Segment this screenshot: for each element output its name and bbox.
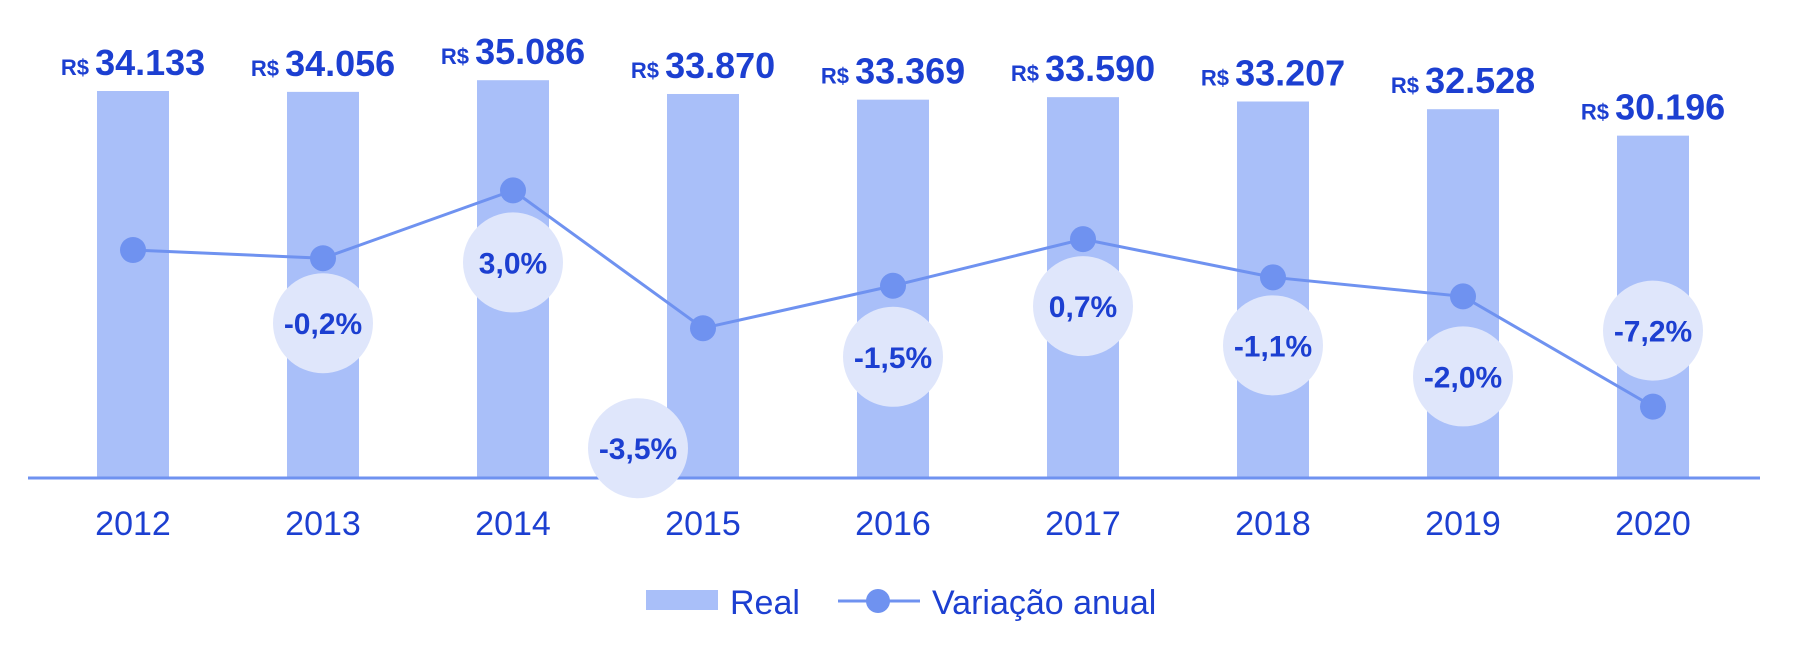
bar-value-label-2015: R$ 33.870 bbox=[631, 45, 775, 86]
variation-point-2014 bbox=[500, 177, 526, 204]
variation-label-2015: -3,5% bbox=[599, 433, 677, 466]
variation-bubble-2015 bbox=[588, 398, 688, 499]
variation-bubble-2013 bbox=[273, 273, 373, 374]
variation-label-2019: -2,0% bbox=[1424, 361, 1502, 394]
bar-value: 33.590 bbox=[1045, 48, 1155, 89]
legend-label-variacao: Variação anual bbox=[932, 584, 1156, 622]
currency-prefix: R$ bbox=[1011, 61, 1045, 86]
currency-prefix: R$ bbox=[1581, 100, 1615, 125]
line-layer bbox=[120, 177, 1666, 420]
legend-swatch-dot bbox=[866, 589, 890, 613]
variation-label-2016: -1,5% bbox=[854, 342, 932, 375]
bar-value-label-2020: R$ 30.196 bbox=[1581, 87, 1725, 128]
variation-label-2013: -0,2% bbox=[284, 308, 362, 341]
bar-value-label-2012: R$ 34.133 bbox=[61, 42, 205, 83]
x-tick-label-2017: 2017 bbox=[1045, 505, 1121, 543]
bar-value-label-2016: R$ 33.369 bbox=[821, 51, 965, 92]
variation-label-2020: -7,2% bbox=[1614, 316, 1692, 349]
bar-2015 bbox=[667, 93, 739, 478]
bar-value-label-2019: R$ 32.528 bbox=[1391, 60, 1535, 101]
bar-value: 33.207 bbox=[1235, 52, 1345, 93]
legend-label-real: Real bbox=[730, 584, 800, 622]
variation-bubble-2017 bbox=[1033, 256, 1133, 357]
currency-prefix: R$ bbox=[821, 64, 855, 89]
variation-point-2016 bbox=[880, 272, 906, 299]
variation-point-2013 bbox=[310, 245, 336, 272]
bar-value-label-2017: R$ 33.590 bbox=[1011, 48, 1155, 89]
currency-prefix: R$ bbox=[631, 58, 665, 83]
variation-bubble-2019 bbox=[1413, 326, 1513, 427]
currency-prefix: R$ bbox=[251, 56, 285, 81]
x-tick-label-2013: 2013 bbox=[285, 505, 361, 543]
variation-label-2018: -1,1% bbox=[1234, 330, 1312, 363]
bar-value: 33.369 bbox=[855, 51, 965, 92]
bar-value: 35.086 bbox=[475, 31, 585, 72]
variation-bubble-2020 bbox=[1603, 280, 1703, 381]
variation-point-2020 bbox=[1640, 393, 1666, 420]
x-tick-label-2015: 2015 bbox=[665, 505, 741, 543]
bar-value: 33.870 bbox=[665, 45, 775, 86]
variation-bubble-2018 bbox=[1223, 295, 1323, 396]
variation-point-2018 bbox=[1260, 264, 1286, 291]
variation-label-2017: 0,7% bbox=[1049, 291, 1117, 324]
bubbles-layer bbox=[273, 212, 1703, 499]
x-tick-label-2019: 2019 bbox=[1425, 505, 1501, 543]
bar-value: 34.056 bbox=[285, 43, 395, 84]
legend-swatch-real bbox=[646, 590, 718, 610]
bar-value: 32.528 bbox=[1425, 60, 1535, 101]
variation-point-2019 bbox=[1450, 283, 1476, 310]
variation-point-2012 bbox=[120, 237, 146, 263]
x-tick-label-2020: 2020 bbox=[1615, 505, 1691, 543]
bar-value: 30.196 bbox=[1615, 87, 1725, 128]
currency-prefix: R$ bbox=[441, 44, 475, 69]
currency-prefix: R$ bbox=[1391, 73, 1425, 98]
x-tick-label-2018: 2018 bbox=[1235, 505, 1311, 543]
legend: Real Variação anual bbox=[646, 584, 1156, 622]
x-tick-label-2016: 2016 bbox=[855, 505, 931, 543]
variation-bubble-2014 bbox=[463, 212, 563, 313]
labels-layer: R$ 34.133 2012 R$ 34.056 2013 -0,2% R$ 35.086… bbox=[61, 31, 1725, 543]
bar-value: 34.133 bbox=[95, 42, 205, 83]
variation-point-2015 bbox=[690, 315, 716, 342]
x-tick-label-2014: 2014 bbox=[475, 505, 551, 543]
currency-prefix: R$ bbox=[61, 55, 95, 80]
bar-value-label-2013: R$ 34.056 bbox=[251, 43, 395, 84]
currency-prefix: R$ bbox=[1201, 65, 1235, 90]
variation-label-2014: 3,0% bbox=[479, 247, 547, 280]
bar-value-label-2018: R$ 33.207 bbox=[1201, 52, 1345, 93]
variation-bubble-2016 bbox=[843, 306, 943, 407]
bar-value-label-2014: R$ 35.086 bbox=[441, 31, 585, 72]
x-tick-label-2012: 2012 bbox=[95, 505, 171, 543]
bar-2012 bbox=[97, 91, 169, 478]
variation-point-2017 bbox=[1070, 226, 1096, 253]
